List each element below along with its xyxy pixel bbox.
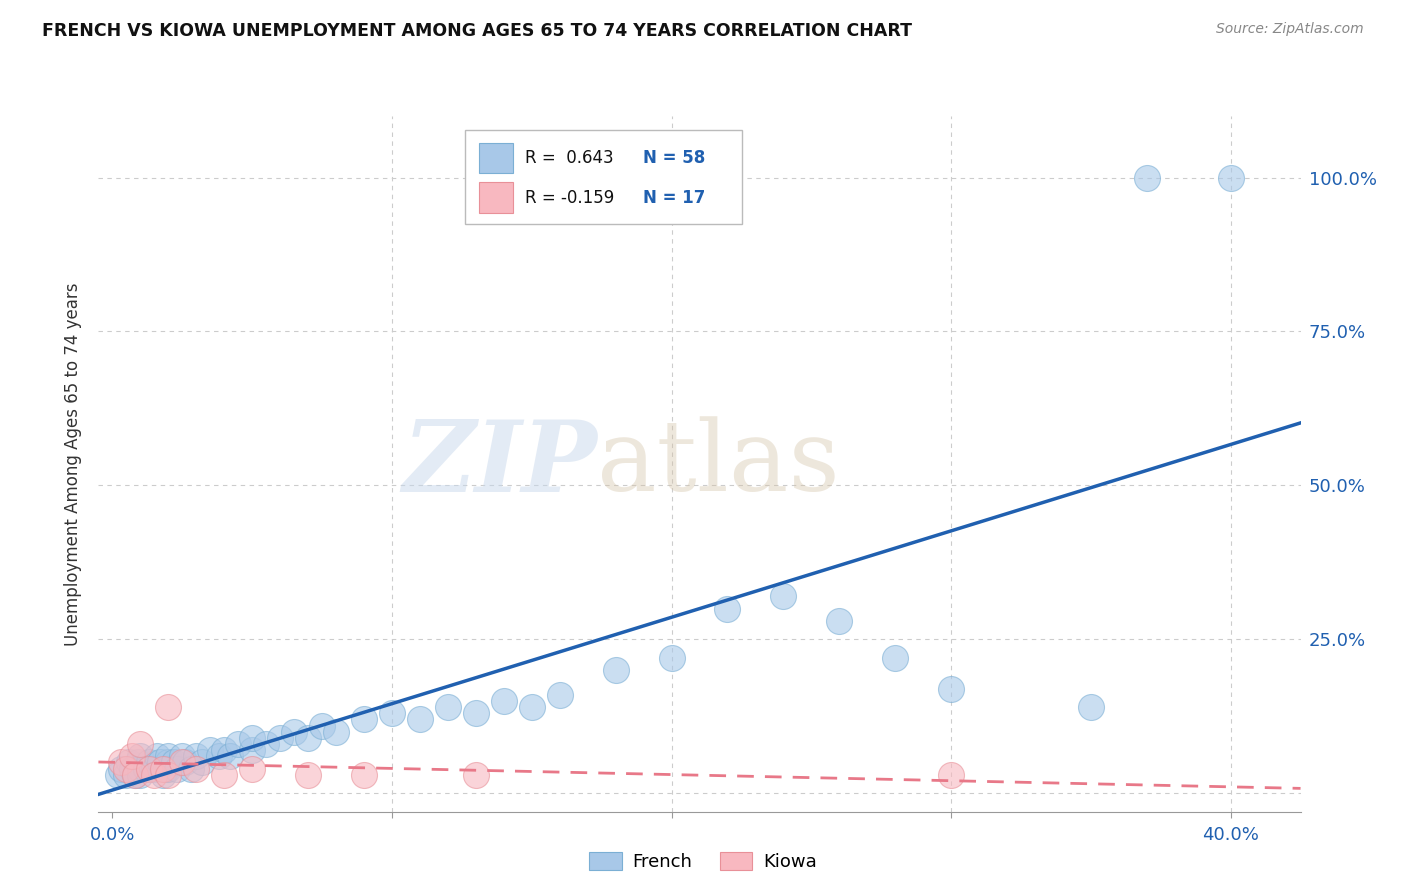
Point [143,762,166,776]
Point [939,681,962,696]
Point [191,756,214,770]
Point [520,700,543,714]
Point [118,756,141,770]
Text: atlas: atlas [598,416,839,512]
Point [135,762,157,776]
Point [208,749,231,764]
Point [297,768,319,782]
Point [146,749,169,764]
Point [157,768,180,782]
Point [115,768,138,782]
Point [157,749,180,764]
Text: Source: ZipAtlas.com: Source: ZipAtlas.com [1216,22,1364,37]
Point [157,756,180,770]
Point [884,650,907,665]
Point [939,768,962,782]
Point [129,768,152,782]
Point [353,712,375,726]
Point [381,706,404,721]
Point [311,718,333,732]
Point [172,756,194,770]
Point [1136,170,1159,185]
Point [437,700,460,714]
Point [186,749,208,764]
Point [138,756,160,770]
Point [163,756,186,770]
Point [129,737,152,751]
Point [110,762,132,776]
Point [716,601,738,615]
Point [149,756,172,770]
FancyBboxPatch shape [479,143,513,173]
Point [129,749,152,764]
Point [157,762,180,776]
Point [115,762,138,776]
Point [283,724,305,739]
Point [121,749,143,764]
Point [212,743,235,757]
Point [127,756,149,770]
Point [240,762,263,776]
Point [605,663,627,677]
FancyBboxPatch shape [465,130,741,224]
Point [772,589,794,603]
Point [172,749,194,764]
Point [138,762,160,776]
Point [124,768,146,782]
Text: N = 58: N = 58 [643,149,706,167]
Point [186,762,208,776]
Point [254,737,277,751]
Text: N = 17: N = 17 [643,188,706,207]
Y-axis label: Unemployment Among Ages 65 to 74 years: Unemployment Among Ages 65 to 74 years [65,282,83,646]
Point [155,762,177,776]
Point [548,688,571,702]
Point [661,650,683,665]
Point [269,731,291,745]
Point [1219,170,1241,185]
Point [212,768,235,782]
Point [240,731,263,745]
Point [143,768,166,782]
Legend: French, Kiowa: French, Kiowa [582,846,824,879]
Point [157,700,180,714]
Point [200,743,222,757]
Point [240,743,263,757]
Text: R = -0.159: R = -0.159 [526,188,614,207]
Point [166,762,188,776]
Point [325,724,347,739]
Text: FRENCH VS KIOWA UNEMPLOYMENT AMONG AGES 65 TO 74 YEARS CORRELATION CHART: FRENCH VS KIOWA UNEMPLOYMENT AMONG AGES … [42,22,912,40]
Point [174,756,197,770]
FancyBboxPatch shape [479,182,513,213]
Point [218,749,240,764]
Point [152,762,174,776]
Point [1080,700,1102,714]
Point [828,614,851,628]
Text: R =  0.643: R = 0.643 [526,149,614,167]
Point [226,737,249,751]
Point [464,768,486,782]
Point [152,768,174,782]
Point [110,756,132,770]
Point [353,768,375,782]
Point [180,762,202,776]
Point [492,694,515,708]
Text: ZIP: ZIP [402,416,598,512]
Point [107,768,129,782]
Point [464,706,486,721]
Point [409,712,432,726]
Point [129,762,152,776]
Point [121,762,143,776]
Point [124,768,146,782]
Point [297,731,319,745]
